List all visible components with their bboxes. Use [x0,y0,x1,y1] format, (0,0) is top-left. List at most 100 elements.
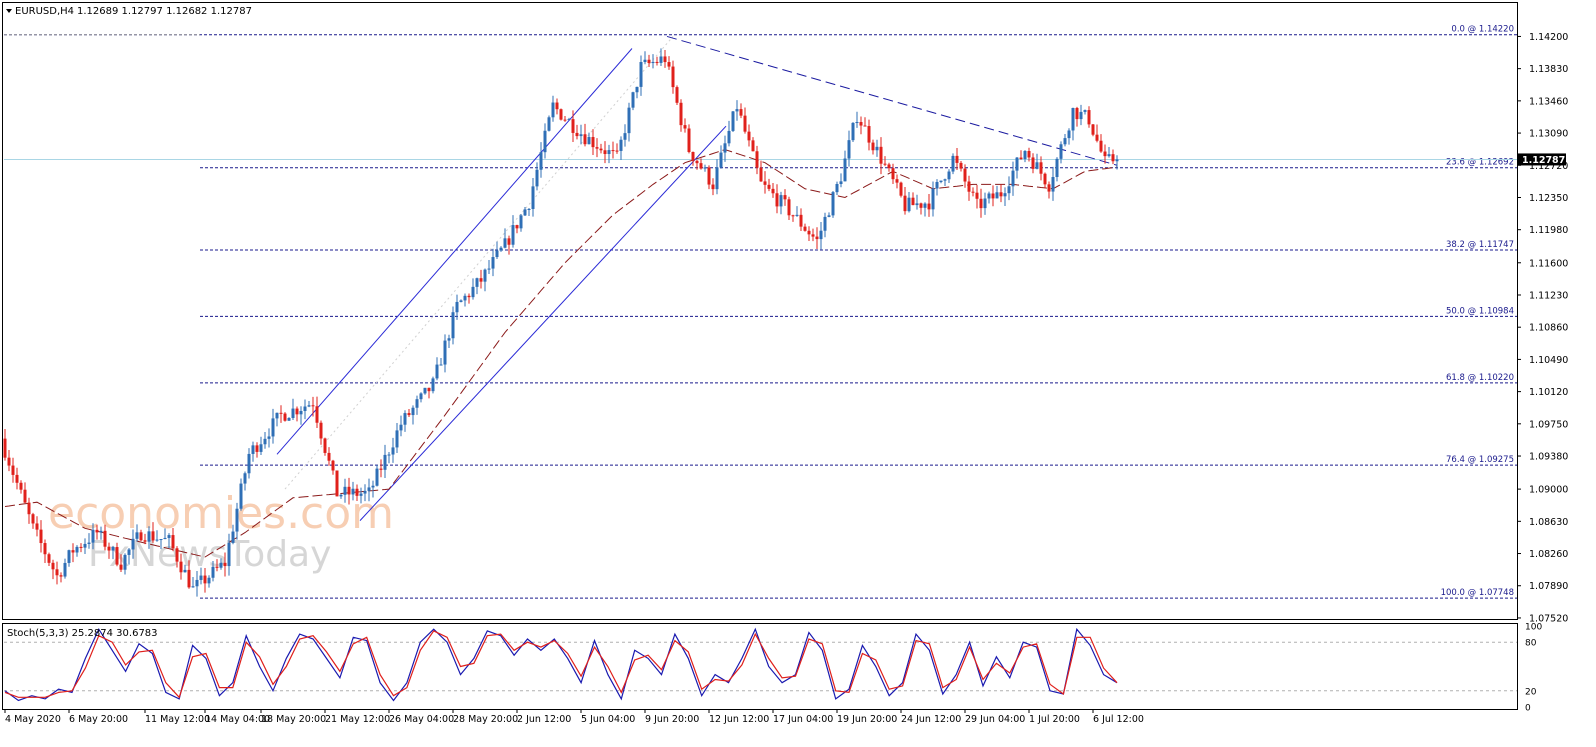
candle [595,138,599,158]
price-axis: 1.14200 1.13830 1.13460 1.13090 1.12720 1.123… [1517,32,1568,624]
fib-level-label: 38.2 @ 1.11747 [1446,240,1514,250]
candle-body [999,192,1003,197]
candle [699,158,703,170]
candle [763,171,767,194]
candle [331,459,335,475]
candle-body [295,408,299,415]
candle [619,136,623,160]
candle [807,226,811,241]
candle [1107,146,1111,158]
candle-body [471,286,475,298]
candle-body [667,62,671,67]
candle-body [467,295,471,298]
candle-body [67,550,71,563]
candle-body [367,487,371,491]
candle-body [1055,158,1059,178]
candle-body [223,562,227,567]
price-tick-label: 1.13090 [1529,129,1568,140]
candle-body [79,546,83,548]
time-tick-label: 1 Jul 20:00 [1029,714,1080,725]
candle [263,431,267,449]
candle [299,406,303,425]
candle [1099,134,1103,153]
time-tick-label: 18 May 20:00 [261,714,326,725]
candle-body [759,167,763,182]
candle-body [623,133,627,140]
candle-body [815,236,819,240]
candle [155,530,159,542]
candle-body [1031,157,1035,169]
time-tick-label: 28 May 20:00 [453,714,518,725]
candle-body [647,59,651,64]
candle [967,175,971,201]
candle-body [351,488,355,495]
candle [1059,141,1063,164]
candle [843,150,847,182]
candle-body [927,203,931,210]
candle [423,387,427,395]
candle-body [879,146,883,164]
candle-body [427,387,431,392]
candle-body [1071,107,1075,131]
candle-body [1047,184,1051,192]
candle [943,178,947,187]
candle [687,124,691,154]
candle [291,398,295,420]
candle [471,278,475,300]
candle-body [1091,124,1095,135]
candle-body [871,142,875,151]
candle [875,139,879,157]
candle [247,448,251,479]
candle [991,185,995,207]
candle-body [59,575,63,577]
candle-body [919,203,923,208]
candle [835,181,839,195]
candle-body [1051,177,1055,192]
candle-body [519,215,523,229]
candle [971,187,975,197]
candle-body [271,418,275,437]
trendline [666,35,1118,166]
candle [755,145,759,175]
candle-body [523,209,527,216]
candle-body [743,115,747,132]
candle [919,202,923,215]
candle-body [35,523,39,530]
candle-body [131,538,135,550]
candle [815,227,819,249]
candle-body [219,562,223,568]
candle [219,558,223,570]
candle [539,142,543,178]
candle [499,246,503,252]
candle-body [171,535,175,549]
candle [855,111,859,128]
candle-body [615,150,619,152]
candle [579,124,583,145]
candle-body [767,184,771,189]
candle-body [975,192,979,199]
candle [715,159,719,195]
candle-body [183,569,187,573]
candle [591,129,595,155]
candle-body [563,119,567,121]
symbol-dropdown-icon[interactable] [6,9,12,13]
candle-body [739,109,743,116]
candle-body [135,532,139,539]
candle [731,110,735,133]
candle-body [723,143,727,153]
candle [719,145,723,169]
candle-body [395,430,399,448]
candle-body [447,338,451,341]
fib-level-label: 76.4 @ 1.09275 [1446,455,1514,465]
candle-body [915,203,919,206]
candle-body [167,535,171,538]
candle [635,86,639,99]
candle-body [579,134,583,137]
candle [1075,106,1079,127]
price-tick-label: 1.08630 [1529,517,1568,528]
candle [727,120,731,147]
candle [195,570,199,597]
candle-body [1079,111,1083,120]
candle [491,248,495,277]
candle-body [475,278,479,287]
